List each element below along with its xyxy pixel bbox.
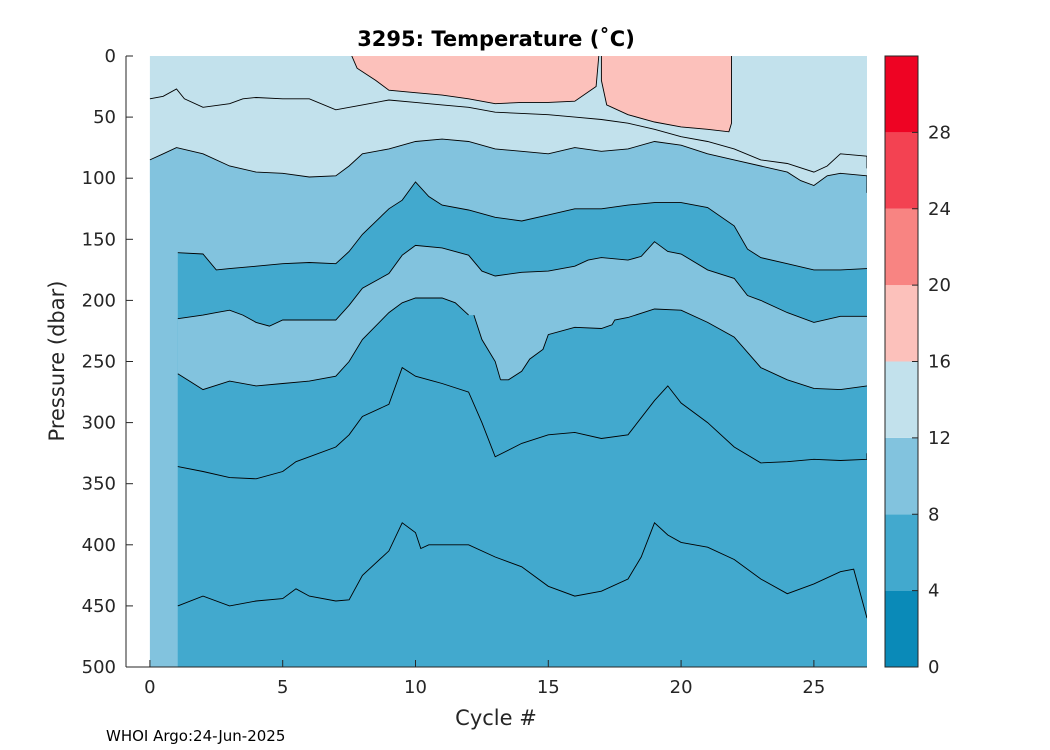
x-tick-label-25: 25: [802, 677, 825, 698]
colorbar-tick-label-0: 0: [928, 657, 939, 678]
isotherm-8c-6: [500, 308, 867, 391]
footer-note: WHOI Argo:24-Jun-2025: [106, 727, 285, 745]
isotherm-8c-4: [177, 181, 867, 271]
isotherm-4c-10: [177, 522, 867, 619]
plot-area: [149, 56, 867, 667]
isotherm-4c-9: [177, 366, 867, 480]
y-tick-label-300: 300: [82, 413, 116, 434]
isotherm-16c-0: [351, 56, 600, 105]
x-axis-label: Cycle #: [455, 706, 537, 730]
colorbar-swatch-12-16: [885, 361, 918, 438]
y-tick-label-350: 350: [82, 474, 116, 495]
y-axis-ticks: 0 50 100 150 200 250 300 350 400 450 500: [82, 46, 133, 678]
colorbar-swatch-8-12: [885, 437, 918, 515]
y-tick-label-450: 450: [82, 596, 116, 617]
colorbar-swatch-4-8: [885, 514, 918, 591]
colorbar-swatch-20-24: [885, 208, 918, 286]
isotherm-8c-7: [473, 314, 501, 380]
colorbar-tick-label-12: 12: [928, 428, 951, 449]
y-tick-label-150: 150: [82, 229, 116, 250]
colorbar-tick-label-28: 28: [928, 122, 951, 143]
y-tick-label-0: 0: [105, 46, 116, 67]
colorbar-swatch-28-32: [885, 56, 918, 133]
colorbar: 0 4 8 12 16 20 24 28: [884, 55, 951, 678]
isotherm-12c-2: [149, 88, 867, 173]
y-tick-label-250: 250: [82, 352, 116, 373]
x-tick-label-20: 20: [670, 677, 693, 698]
colorbar-tick-label-8: 8: [928, 504, 939, 525]
chart-title: 3295: Temperature (˚C): [357, 27, 635, 51]
temperature-band-4-8: [177, 298, 867, 667]
colorbar-swatch-16-20: [885, 285, 918, 362]
isotherm-12c-3: [149, 138, 867, 193]
y-tick-label-200: 200: [82, 290, 116, 311]
x-tick-label-10: 10: [404, 677, 427, 698]
y-tick-label-100: 100: [82, 168, 116, 189]
temperature-band-16-20-a: [351, 56, 599, 104]
isotherm-8c-5: [177, 241, 867, 327]
colorbar-tick-label-16: 16: [928, 352, 951, 373]
contour-fill-layer: [149, 56, 867, 667]
y-tick-label-50: 50: [93, 107, 116, 128]
temperature-band-16-20-b: [601, 56, 732, 132]
colorbar-tick-label-20: 20: [928, 275, 951, 296]
isotherm-4c-8: [177, 297, 469, 391]
isotherm-layer: [149, 56, 867, 619]
isotherm-16c-1: [600, 56, 732, 133]
colorbar-swatch-0-4: [885, 590, 918, 667]
y-tick-label-500: 500: [82, 657, 116, 678]
colorbar-swatch-24-28: [885, 132, 918, 209]
x-tick-label-0: 0: [144, 677, 155, 698]
y-tick-label-400: 400: [82, 535, 116, 556]
x-tick-label-5: 5: [277, 677, 288, 698]
y-axis-label: Pressure (dbar): [45, 281, 69, 442]
x-tick-label-15: 15: [537, 677, 560, 698]
colorbar-tick-label-24: 24: [928, 199, 951, 220]
x-axis-ticks: 0 5 10 15 20 25: [144, 660, 825, 698]
colorbar-tick-label-4: 4: [928, 581, 939, 602]
